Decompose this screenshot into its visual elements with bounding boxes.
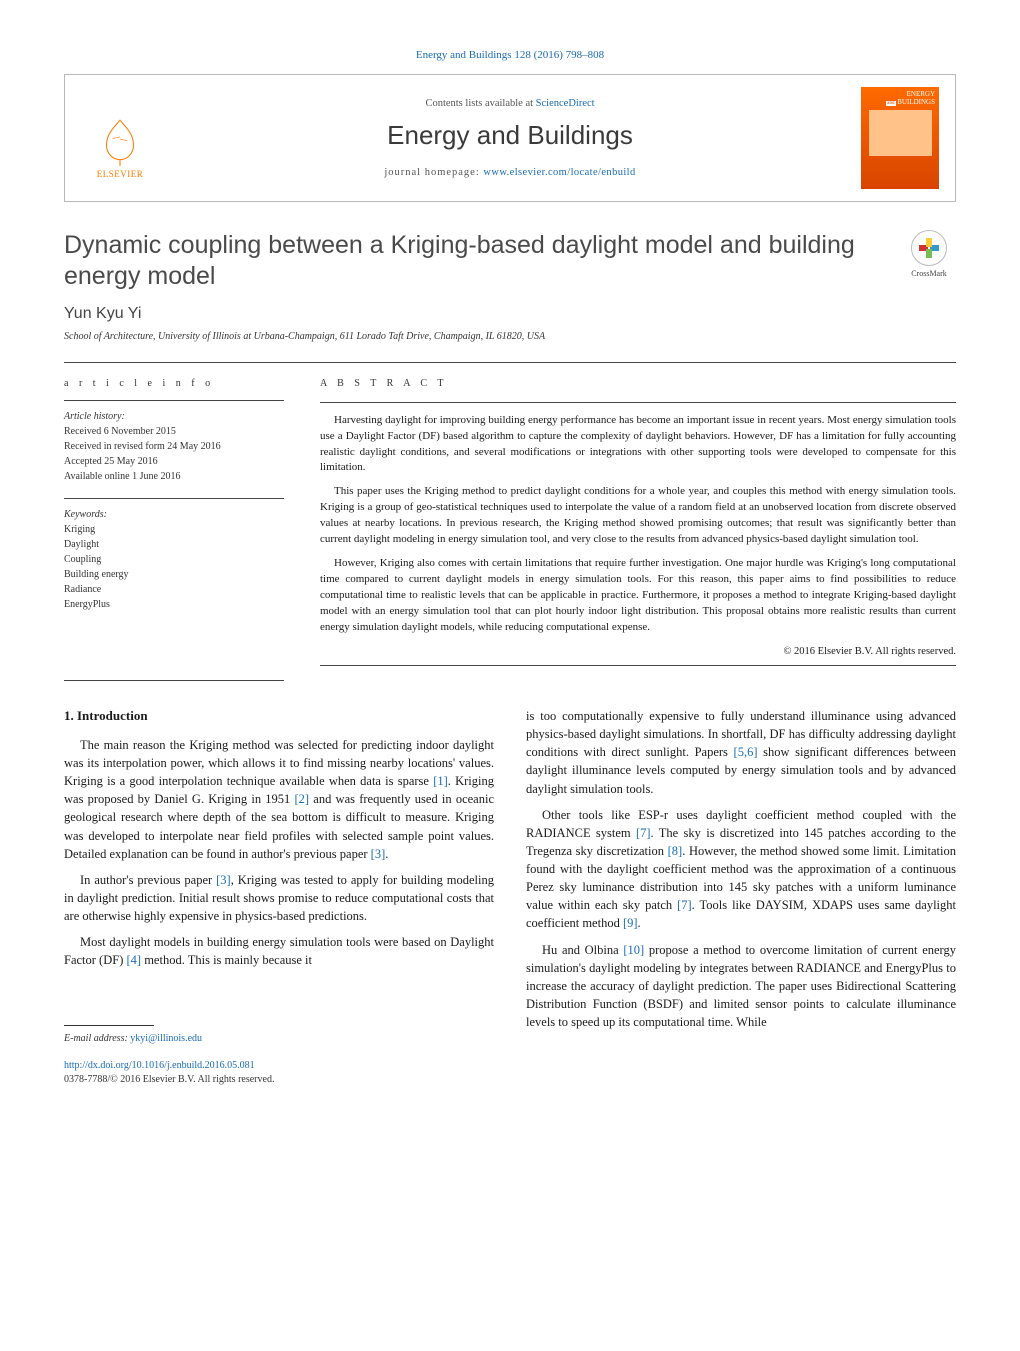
email-label: E-mail address: — [64, 1033, 130, 1044]
crossmark-label: CrossMark — [911, 268, 947, 280]
keyword-3: Building energy — [64, 567, 284, 582]
body-col-right: is too computationally expensive to full… — [526, 707, 956, 1088]
doi-link[interactable]: http://dx.doi.org/10.1016/j.enbuild.2016… — [64, 1060, 255, 1071]
footer-rule — [64, 1025, 154, 1026]
contents-prefix: Contents lists available at — [425, 98, 535, 109]
journal-header-box: ELSEVIER Contents lists available at Sci… — [64, 74, 956, 202]
rule-top — [64, 362, 956, 363]
section-1-heading: 1. Introduction — [64, 707, 494, 726]
issn-line: 0378-7788/© 2016 Elsevier B.V. All right… — [64, 1073, 494, 1088]
keywords-label: Keywords: — [64, 507, 284, 522]
ref-3[interactable]: [3] — [371, 847, 386, 861]
right-p1: is too computationally expensive to full… — [526, 707, 956, 798]
right-p2-e: . — [638, 916, 641, 930]
history-revised: Received in revised form 24 May 2016 — [64, 439, 284, 454]
cover-word-buildings: BUILDINGS — [897, 98, 935, 106]
email-line: E-mail address: ykyi@illinois.edu — [64, 1032, 494, 1047]
abstract-rule — [320, 402, 956, 403]
right-p2: Other tools like ESP-r uses daylight coe… — [526, 806, 956, 933]
crossmark-icon — [911, 230, 947, 266]
article-info-heading: A R T I C L E I N F O — [64, 377, 284, 392]
body-col-left: 1. Introduction The main reason the Krig… — [64, 707, 494, 1088]
elsevier-tree-icon — [94, 116, 146, 168]
cover-title-1: ENERGY and BUILDINGS — [865, 91, 935, 106]
ref-3b[interactable]: [3] — [216, 873, 231, 887]
meta-rule-2 — [64, 498, 284, 499]
keywords-block: Keywords: Kriging Daylight Coupling Buil… — [64, 507, 284, 612]
abstract-heading: A B S T R A C T — [320, 377, 956, 392]
abstract-copyright: © 2016 Elsevier B.V. All rights reserved… — [320, 644, 956, 659]
doi-line: http://dx.doi.org/10.1016/j.enbuild.2016… — [64, 1059, 494, 1074]
history-online: Available online 1 June 2016 — [64, 469, 284, 484]
history-received: Received 6 November 2015 — [64, 424, 284, 439]
author-affiliation: School of Architecture, University of Il… — [64, 330, 956, 345]
keyword-4: Radiance — [64, 582, 284, 597]
sciencedirect-link[interactable]: ScienceDirect — [536, 98, 595, 109]
contents-line: Contents lists available at ScienceDirec… — [159, 96, 861, 111]
meta-rule-1 — [64, 400, 284, 401]
article-title: Dynamic coupling between a Kriging-based… — [64, 230, 884, 293]
ref-7b[interactable]: [7] — [677, 898, 692, 912]
intro-p1-a: The main reason the Kriging method was s… — [64, 738, 494, 788]
history-accepted: Accepted 25 May 2016 — [64, 454, 284, 469]
crossmark-badge[interactable]: CrossMark — [902, 230, 956, 280]
cover-image-placeholder — [869, 110, 932, 156]
meta-and-abstract: A R T I C L E I N F O Article history: R… — [64, 377, 956, 666]
title-block: Dynamic coupling between a Kriging-based… — [64, 230, 956, 293]
intro-p3: Most daylight models in building energy … — [64, 933, 494, 969]
abstract-p2: This paper uses the Kriging method to pr… — [320, 484, 956, 548]
keyword-5: EnergyPlus — [64, 597, 284, 612]
email-link[interactable]: ykyi@illinois.edu — [130, 1033, 202, 1044]
author-name: Yun Kyu Yi — [64, 302, 956, 325]
article-history: Article history: Received 6 November 201… — [64, 409, 284, 484]
abstract-p1: Harvesting daylight for improving buildi… — [320, 413, 956, 477]
homepage-line: journal homepage: www.elsevier.com/locat… — [159, 165, 861, 180]
abstract-p3: However, Kriging also comes with certain… — [320, 556, 956, 636]
journal-ref-link[interactable]: Energy and Buildings 128 (2016) 798–808 — [416, 49, 604, 61]
ref-2[interactable]: [2] — [295, 792, 310, 806]
journal-cover-thumbnail: ENERGY and BUILDINGS — [861, 87, 939, 189]
right-p3-a: Hu and Olbina — [542, 943, 623, 957]
intro-p2: In author's previous paper [3], Kriging … — [64, 871, 494, 925]
journal-name: Energy and Buildings — [159, 117, 861, 155]
abstract-column: A B S T R A C T Harvesting daylight for … — [320, 377, 956, 666]
ref-8[interactable]: [8] — [668, 844, 683, 858]
footer-block: E-mail address: ykyi@illinois.edu http:/… — [64, 1025, 494, 1088]
cover-word-and: and — [886, 101, 895, 106]
intro-p2-a: In author's previous paper — [80, 873, 216, 887]
homepage-prefix: journal homepage: — [384, 167, 483, 178]
abstract-rule-bottom — [320, 665, 956, 666]
history-label: Article history: — [64, 409, 284, 424]
body-columns: 1. Introduction The main reason the Krig… — [64, 707, 956, 1088]
intro-p3-b: method. This is mainly because it — [141, 953, 312, 967]
right-p3: Hu and Olbina [10] propose a method to o… — [526, 941, 956, 1032]
ref-9[interactable]: [9] — [623, 916, 638, 930]
ref-10[interactable]: [10] — [623, 943, 644, 957]
meta-rule-bottom — [64, 680, 284, 681]
ref-7[interactable]: [7] — [636, 826, 651, 840]
homepage-link[interactable]: www.elsevier.com/locate/enbuild — [483, 167, 635, 178]
page: Energy and Buildings 128 (2016) 798–808 … — [0, 0, 1020, 1152]
ref-4[interactable]: [4] — [127, 953, 142, 967]
intro-p1-d: . — [385, 847, 388, 861]
header-center: Contents lists available at ScienceDirec… — [159, 96, 861, 180]
keyword-1: Daylight — [64, 537, 284, 552]
elsevier-label: ELSEVIER — [97, 168, 144, 181]
journal-reference-bar: Energy and Buildings 128 (2016) 798–808 — [64, 48, 956, 64]
article-info-column: A R T I C L E I N F O Article history: R… — [64, 377, 284, 666]
ref-1[interactable]: [1] — [433, 774, 448, 788]
intro-p1: The main reason the Kriging method was s… — [64, 736, 494, 863]
keyword-2: Coupling — [64, 552, 284, 567]
elsevier-logo: ELSEVIER — [81, 95, 159, 181]
ref-5-6[interactable]: [5,6] — [734, 745, 758, 759]
keyword-0: Kriging — [64, 522, 284, 537]
